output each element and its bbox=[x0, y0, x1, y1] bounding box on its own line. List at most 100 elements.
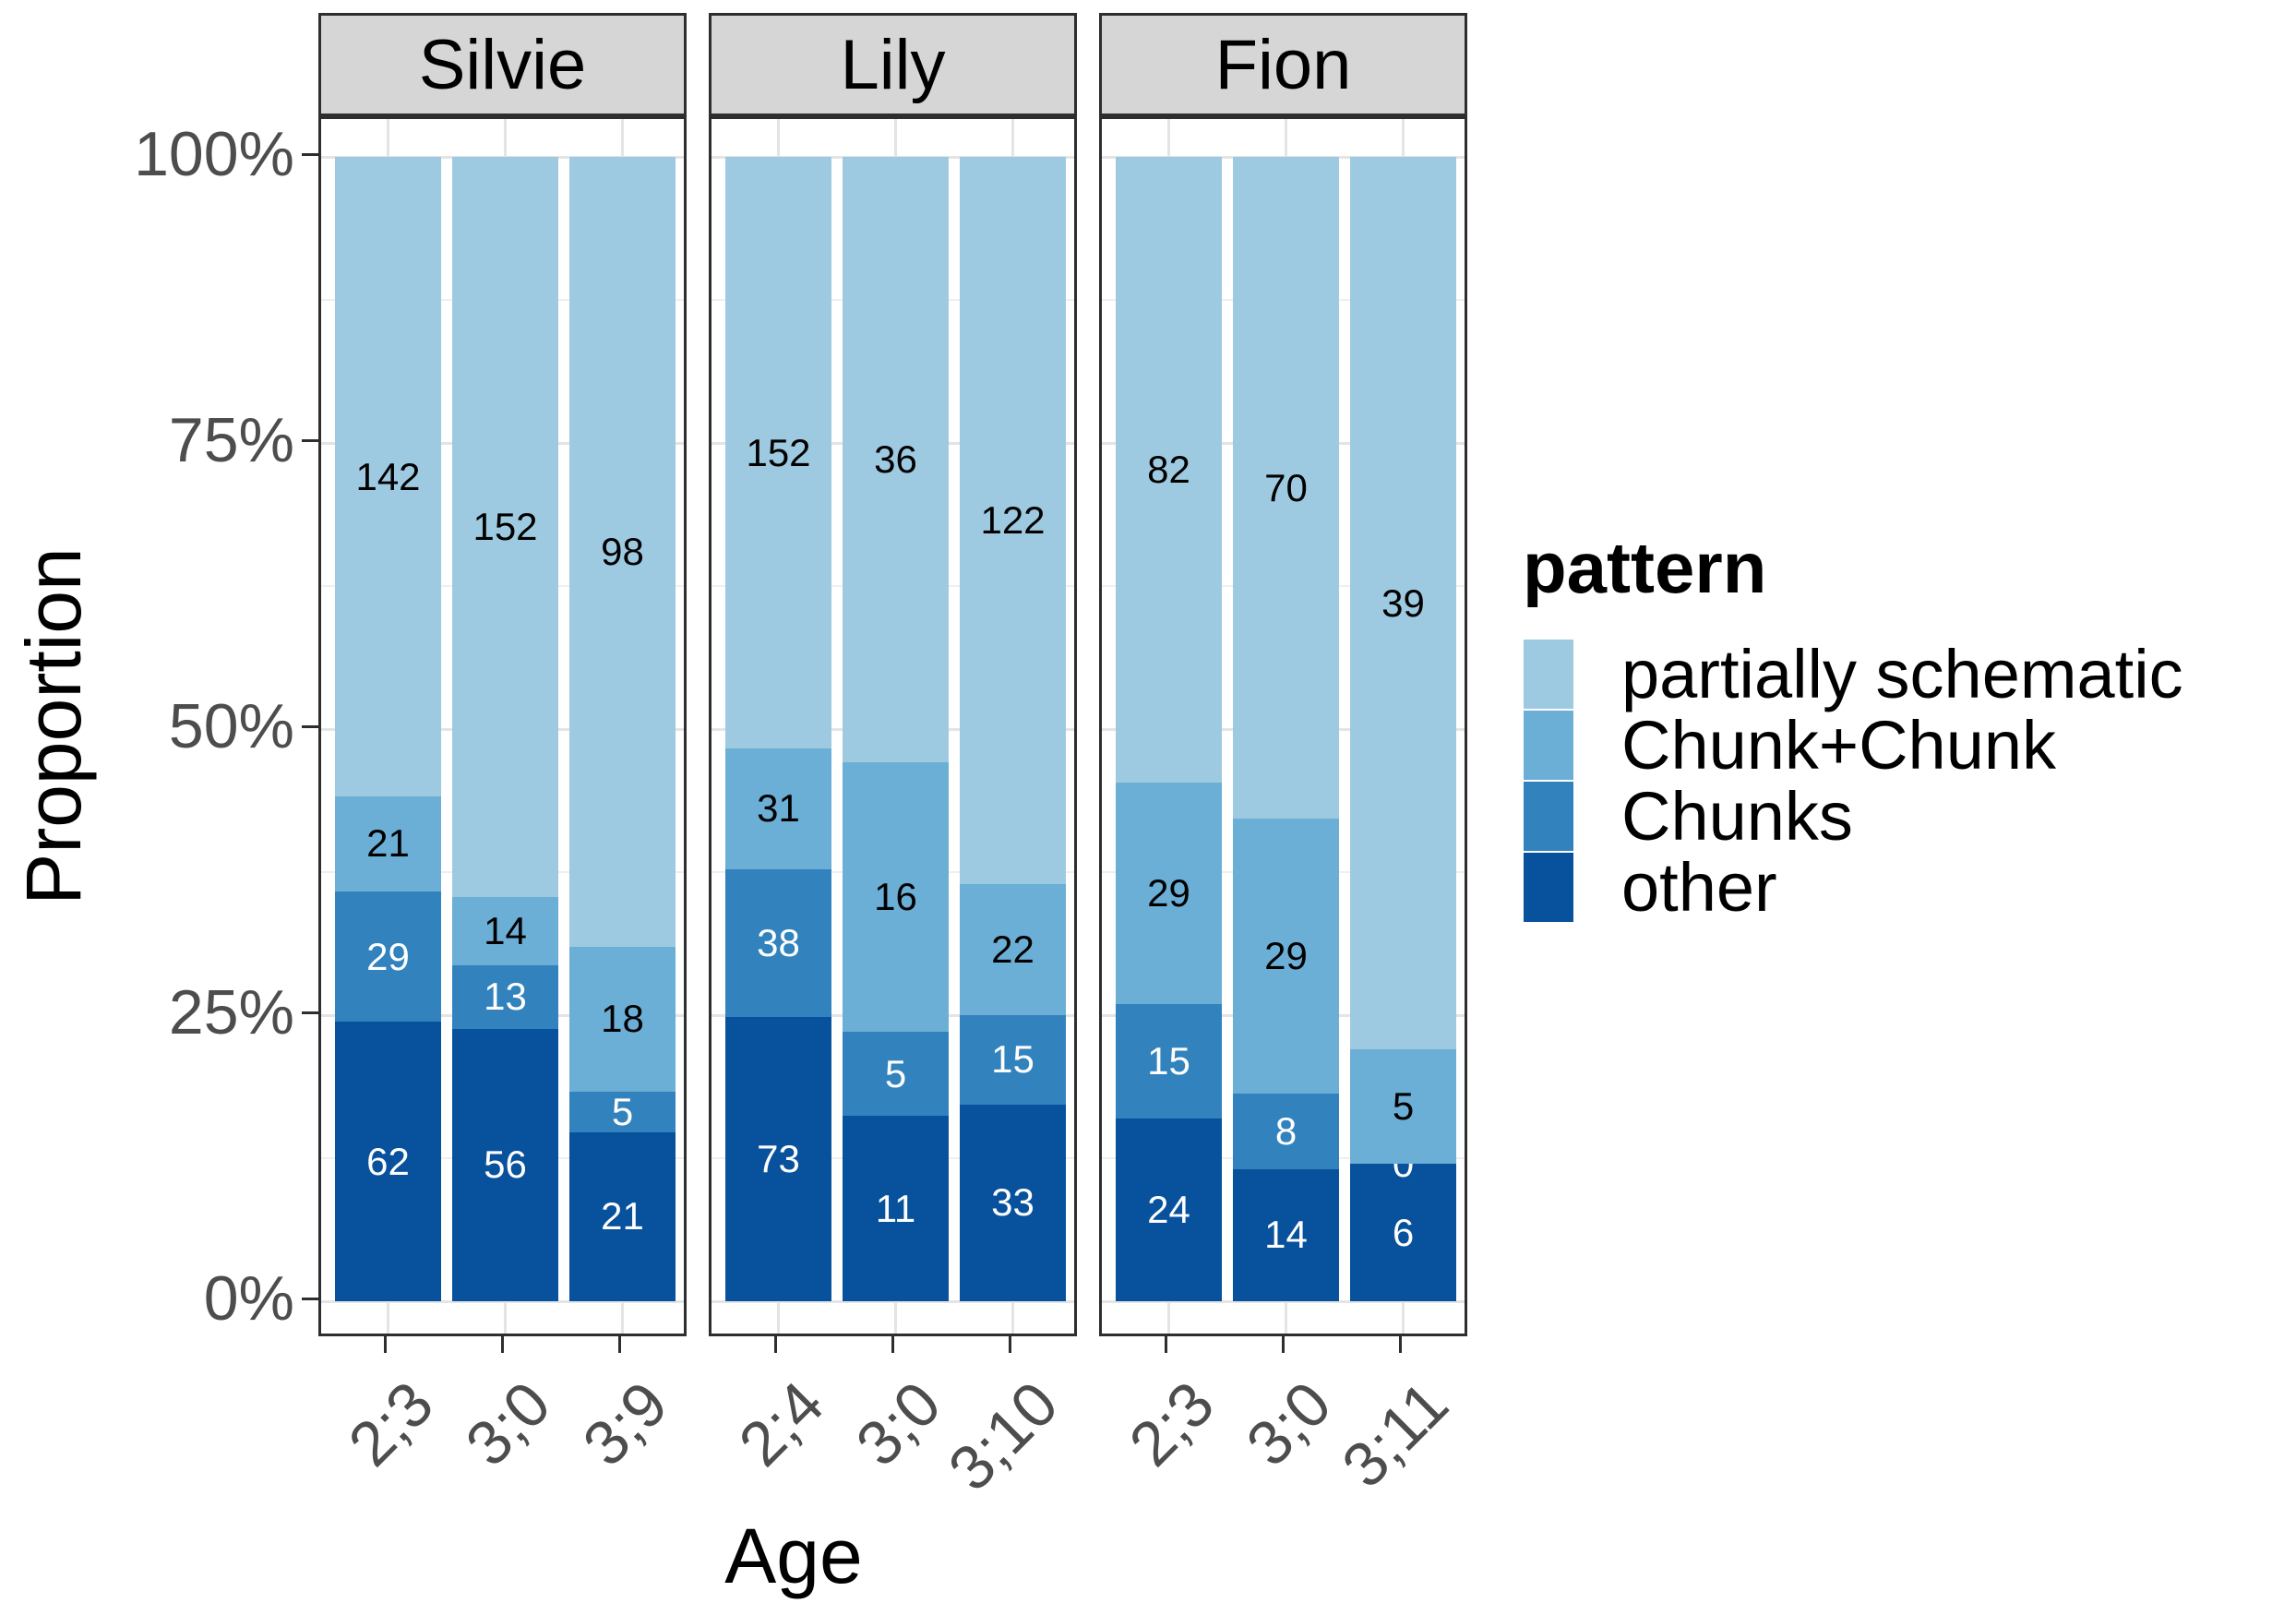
bar-segment-partially-schematic bbox=[335, 157, 441, 797]
bar-count-label: 5 bbox=[611, 1089, 634, 1133]
facet-panel: 62 29 21 142 56 13 14 152 21 5 18 98 bbox=[318, 116, 687, 1336]
bar-segment-partially-schematic bbox=[843, 157, 949, 763]
bar-count-label: 29 bbox=[1147, 870, 1190, 915]
bar-count-label: 22 bbox=[991, 927, 1034, 971]
legend-label: Chunk+Chunk bbox=[1621, 707, 2057, 784]
bar-count-label: 152 bbox=[746, 430, 811, 474]
bar-segment-chunks bbox=[1116, 1003, 1222, 1119]
y-axis-tick bbox=[302, 724, 318, 728]
bar-count-label: 98 bbox=[601, 529, 644, 573]
bar-segment-partially-schematic bbox=[960, 157, 1066, 884]
legend-title: pattern bbox=[1523, 527, 1767, 608]
facet-strip: Fion bbox=[1099, 13, 1467, 116]
bar-count-label: 16 bbox=[874, 875, 917, 919]
legend-key-other bbox=[1524, 853, 1573, 922]
y-tick-label: 75% bbox=[168, 405, 294, 475]
major-gridline bbox=[1102, 1299, 1465, 1303]
major-gridline bbox=[321, 1299, 684, 1303]
y-tick-label: 0% bbox=[203, 1263, 294, 1334]
bar-segment-chunk-chunk bbox=[1233, 819, 1339, 1094]
bar-segment-chunks bbox=[960, 1015, 1066, 1105]
bar-count-label: 5 bbox=[884, 1051, 907, 1095]
bar-segment-partially-schematic bbox=[1233, 157, 1339, 819]
bar-count-label: 8 bbox=[1274, 1108, 1297, 1153]
x-tick-label: 3;10 bbox=[935, 1368, 1071, 1505]
bar-segment-chunk-chunk bbox=[1116, 782, 1222, 1004]
x-axis-tick bbox=[618, 1336, 621, 1353]
bar-count-label: 56 bbox=[484, 1142, 527, 1187]
y-axis-tick bbox=[302, 152, 318, 156]
bar-segment-chunk-chunk bbox=[452, 897, 558, 965]
y-axis-tick bbox=[302, 1297, 318, 1300]
bar-count-label: 13 bbox=[484, 975, 527, 1019]
bar-count-label: 29 bbox=[366, 934, 410, 978]
legend-label: Chunks bbox=[1621, 778, 1853, 855]
bar-count-label: 142 bbox=[355, 454, 421, 498]
bar-count-label: 21 bbox=[366, 821, 410, 866]
x-axis-tick bbox=[1009, 1336, 1011, 1353]
bar-segment-other bbox=[843, 1116, 949, 1301]
bar-segment-other bbox=[569, 1131, 676, 1301]
bar-count-label: 33 bbox=[991, 1180, 1034, 1225]
bar-count-label: 14 bbox=[1264, 1213, 1308, 1257]
bar-segment-other bbox=[1350, 1164, 1456, 1301]
bar-segment-chunk-chunk bbox=[725, 748, 831, 869]
bar-count-label: 122 bbox=[980, 497, 1046, 542]
y-tick-label: 25% bbox=[168, 977, 294, 1047]
x-axis-tick bbox=[1399, 1336, 1402, 1353]
bar-count-label: 15 bbox=[1147, 1038, 1190, 1083]
x-axis-title: Age bbox=[724, 1513, 863, 1599]
bar-segment-chunk-chunk bbox=[335, 796, 441, 891]
bar-segment-chunk-chunk bbox=[1350, 1049, 1456, 1165]
bar-count-label: 15 bbox=[991, 1037, 1034, 1082]
bar-count-label: 36 bbox=[874, 437, 917, 482]
legend-key-partially-schematic bbox=[1524, 640, 1573, 709]
bar-segment-chunks bbox=[569, 1091, 676, 1132]
x-tick-label: 3;0 bbox=[452, 1368, 564, 1480]
x-tick-label: 2;3 bbox=[1116, 1368, 1227, 1480]
bar-segment-other bbox=[960, 1104, 1066, 1301]
y-tick-label: 50% bbox=[168, 691, 294, 761]
bar-segment-chunks bbox=[725, 868, 831, 1018]
bar-count-label: 6 bbox=[1392, 1210, 1415, 1254]
x-axis-tick bbox=[1282, 1336, 1285, 1353]
bar-count-label: 152 bbox=[472, 505, 538, 549]
bar-segment-partially-schematic bbox=[1116, 157, 1222, 783]
bar-count-label: 14 bbox=[484, 908, 527, 952]
bar-count-label: 31 bbox=[757, 786, 800, 831]
legend-label: partially schematic bbox=[1621, 636, 2183, 712]
bar-segment-partially-schematic bbox=[452, 157, 558, 898]
bar-count-label: 70 bbox=[1264, 465, 1308, 509]
bar-count-label: 21 bbox=[601, 1194, 644, 1238]
bar-count-label: 39 bbox=[1381, 580, 1425, 625]
y-axis-tick bbox=[302, 1011, 318, 1014]
bar-segment-partially-schematic bbox=[1350, 157, 1456, 1050]
bar-count-label: 73 bbox=[757, 1137, 800, 1181]
bar-count-label: 62 bbox=[366, 1139, 410, 1183]
bar-count-label: 11 bbox=[875, 1186, 916, 1230]
x-tick-label: 3;9 bbox=[569, 1368, 681, 1480]
major-gridline bbox=[712, 1299, 1074, 1303]
legend-key-chunks bbox=[1524, 782, 1573, 851]
legend-label: other bbox=[1621, 849, 1777, 926]
facet-panel: 24152982148297060539 bbox=[1099, 116, 1467, 1336]
bar-segment-partially-schematic bbox=[725, 157, 831, 749]
y-axis-tick bbox=[302, 438, 318, 442]
y-tick-label: 100% bbox=[134, 119, 294, 189]
bar-segment-chunk-chunk bbox=[960, 883, 1066, 1015]
x-tick-label: 2;4 bbox=[725, 1368, 837, 1480]
x-tick-label: 2;3 bbox=[335, 1368, 447, 1480]
x-tick-label: 3;0 bbox=[843, 1368, 954, 1480]
bar-segment-chunks bbox=[843, 1032, 949, 1117]
x-axis-tick bbox=[774, 1336, 777, 1353]
bar-segment-other bbox=[335, 1022, 441, 1301]
bar-segment-chunks bbox=[452, 964, 558, 1029]
x-axis-tick bbox=[1165, 1336, 1167, 1353]
bar-segment-chunk-chunk bbox=[843, 762, 949, 1033]
bar-count-label: 38 bbox=[757, 920, 800, 964]
bar-segment-other bbox=[1233, 1168, 1339, 1301]
bar-segment-chunk-chunk bbox=[569, 946, 676, 1092]
bar-count-label: 82 bbox=[1147, 447, 1190, 491]
x-axis-tick bbox=[501, 1336, 504, 1353]
